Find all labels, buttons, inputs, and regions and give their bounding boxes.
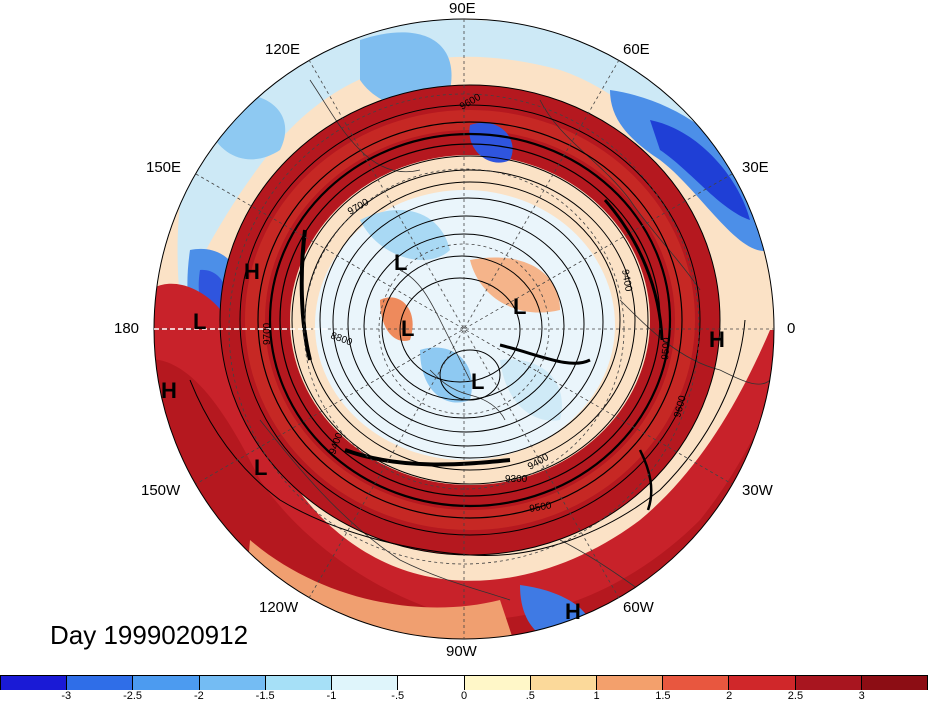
colorbar-swatch <box>464 676 531 690</box>
colorbar-swatch <box>398 676 465 690</box>
lon-label-30w: 30W <box>742 482 773 499</box>
colorbar-swatch <box>663 676 730 690</box>
colorbar-swatch <box>530 676 597 690</box>
colorbar-tick-label: 0 <box>460 690 468 702</box>
colorbar-tick-label: .5 <box>525 690 535 702</box>
low-pressure-marker: L <box>471 369 484 394</box>
colorbar-swatch <box>596 676 664 690</box>
low-pressure-marker: L <box>513 294 526 319</box>
pressure-systems: H L H L L L L H L H <box>161 250 725 624</box>
colorbar-swatch <box>199 676 266 690</box>
colorbar-tick-label: 3 <box>858 690 865 702</box>
lon-label-150w: 150W <box>141 482 181 499</box>
lon-label-180: 180 <box>114 320 140 337</box>
lon-label-90e: 90E <box>449 0 476 17</box>
high-pressure-marker: H <box>244 259 260 284</box>
lon-label-90w: 90W <box>446 643 477 660</box>
colorbar-swatch <box>861 676 928 690</box>
colorbar-swatch <box>332 676 399 690</box>
low-pressure-marker: L <box>193 309 206 334</box>
contour-label: 9300 <box>505 474 528 485</box>
lon-label-150e: 150E <box>146 159 182 176</box>
low-pressure-marker: L <box>401 316 414 341</box>
colorbar-tick-label: -1.5 <box>255 690 275 702</box>
lon-label-120e: 120E <box>265 41 301 58</box>
colorbar-tick-label: -2.5 <box>123 690 143 702</box>
contour-label: 9500 <box>529 500 553 515</box>
low-pressure-marker: L <box>254 455 267 480</box>
colorbar-tick-label: 2.5 <box>787 690 804 702</box>
colorbar-tick-label: -3 <box>61 690 72 702</box>
lon-label-0: 0 <box>787 320 796 337</box>
contour-label: 9400 <box>619 269 634 293</box>
colorbar-swatch <box>729 676 796 690</box>
colorbar-swatch <box>67 676 134 690</box>
colorbar-swatch <box>795 676 862 690</box>
colorbar-tick-label: 1.5 <box>655 690 671 702</box>
graticule <box>154 19 774 639</box>
colorbar-swatch <box>0 676 68 690</box>
lon-label-120w: 120W <box>259 599 299 616</box>
lon-label-30e: 30E <box>742 159 769 176</box>
colorbar <box>0 675 928 690</box>
high-pressure-marker: H <box>565 599 581 624</box>
colorbar-tick-label: -1 <box>326 690 337 702</box>
contour-label: 9700 <box>262 322 273 345</box>
date-title: Day 1999020912 <box>50 620 249 650</box>
lon-label-60w: 60W <box>623 599 654 616</box>
high-pressure-marker: H <box>709 327 725 352</box>
contour-label: 9500 <box>660 337 673 361</box>
colorbar-tick-label: 2 <box>726 690 733 702</box>
colorbar-tick-label: 1 <box>593 690 600 702</box>
colorbar-tick-label: -.5 <box>391 690 405 702</box>
high-pressure-marker: H <box>161 378 177 403</box>
colorbar-swatch <box>133 676 200 690</box>
colorbar-swatch <box>265 676 333 690</box>
colorbar-tick-label: -2 <box>193 690 204 702</box>
low-pressure-marker: L <box>394 250 407 275</box>
lon-label-60e: 60E <box>623 41 650 58</box>
